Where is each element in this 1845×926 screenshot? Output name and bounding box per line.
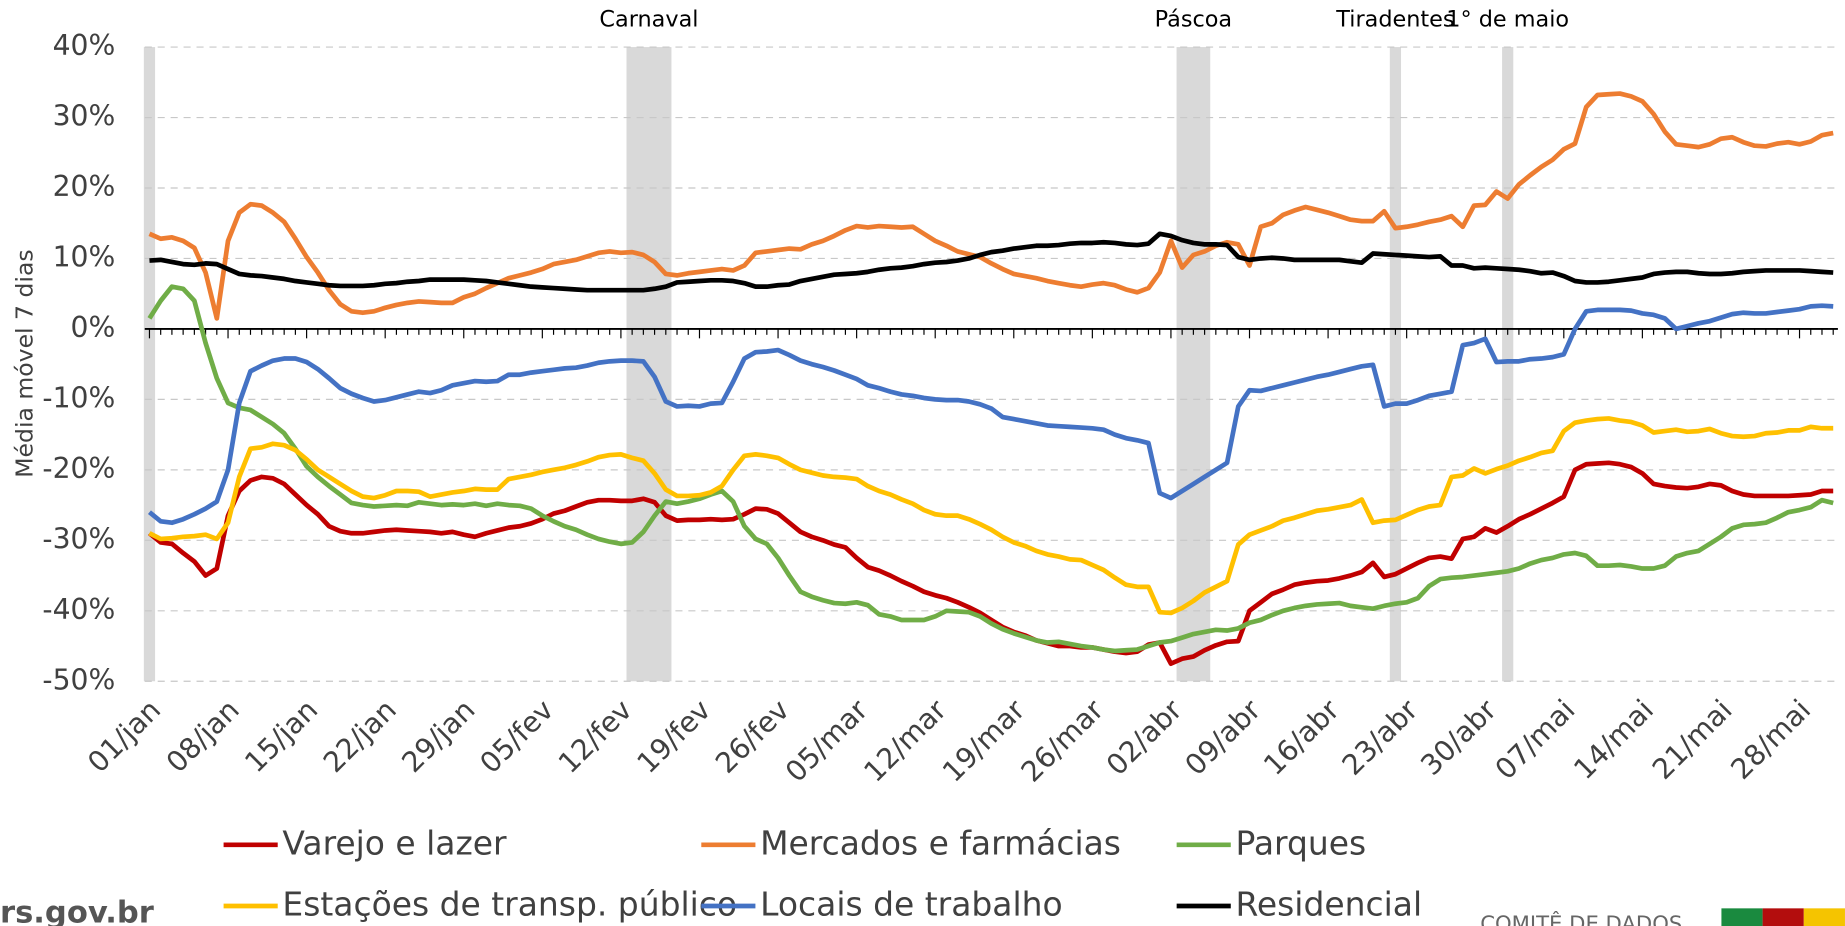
y-tick-label: -40% (42, 593, 115, 626)
x-tick-label: 12/fev (552, 693, 639, 780)
x-tick-label: 19/fev (631, 693, 718, 780)
x-tick-label: 30/abr (1414, 693, 1503, 782)
band-label: Páscoa (1155, 7, 1232, 33)
x-tick-label: 02/abr (1100, 693, 1189, 782)
x-tick-label: 28/mai (1725, 693, 1818, 786)
y-tick-label: 10% (53, 240, 116, 273)
x-tick-label: 22/jan (317, 693, 403, 779)
y-tick-label: 40% (53, 29, 116, 62)
band-label: 1° de maio (1446, 7, 1569, 33)
y-tick-label: 30% (53, 100, 116, 133)
band-label: Tiradentes (1335, 7, 1454, 33)
x-tick-label: 08/jan (160, 693, 246, 779)
series-line (147, 460, 1834, 667)
y-tick-label: 0% (71, 311, 116, 344)
x-tick-label: 01/jan (81, 693, 167, 779)
x-tick-label: 05/fev (473, 693, 560, 780)
series-line (147, 284, 1834, 654)
x-tick-label: 29/jan (396, 693, 482, 779)
flag-yellow (1803, 908, 1845, 926)
y-tick-label: -20% (42, 452, 115, 485)
y-tick-label: -30% (42, 522, 115, 555)
series-line (148, 91, 1834, 321)
holiday-band (626, 47, 672, 682)
x-tick-label: 12/mar (858, 693, 954, 789)
band-label: Carnaval (599, 7, 698, 33)
y-tick-label: -10% (42, 381, 115, 414)
series-line (147, 303, 1834, 526)
x-tick-label: 15/jan (238, 693, 324, 779)
x-tick-label: 26/mar (1015, 693, 1111, 789)
x-tick-label: 05/mar (779, 693, 875, 789)
series-line (149, 231, 1834, 293)
x-tick-label: 09/abr (1179, 693, 1268, 782)
x-tick-label: 21/mai (1646, 693, 1739, 786)
holiday-band (143, 47, 156, 682)
footer-site: rs.gov.br (0, 896, 154, 926)
legend-label: Mercados e farmácias (760, 823, 1121, 862)
x-tick-label: 16/abr (1257, 693, 1346, 782)
flag-green (1721, 908, 1763, 926)
legend-label: Varejo e lazer (282, 823, 507, 862)
legend-label: Parques (1235, 823, 1366, 862)
x-tick-label: 23/abr (1336, 693, 1425, 782)
holiday-band (1502, 47, 1514, 682)
flag-red (1762, 908, 1804, 926)
x-tick-label: 14/mai (1567, 693, 1660, 786)
y-tick-label: 20% (53, 170, 116, 203)
x-tick-label: 19/mar (936, 693, 1032, 789)
footer-org: COMITÊ DE DADOS (1480, 911, 1682, 926)
y-axis-title: Média móvel 7 dias (10, 249, 38, 477)
series-line (148, 416, 1834, 616)
y-tick-label: -50% (42, 663, 115, 696)
holiday-band (1176, 47, 1211, 682)
legend-label: Residencial (1235, 884, 1422, 923)
holiday-band (1389, 47, 1402, 682)
x-tick-label: 07/mai (1489, 693, 1582, 786)
legend-label: Locais de trabalho (760, 884, 1063, 923)
legend-label: Estações de transp. público (282, 884, 737, 923)
